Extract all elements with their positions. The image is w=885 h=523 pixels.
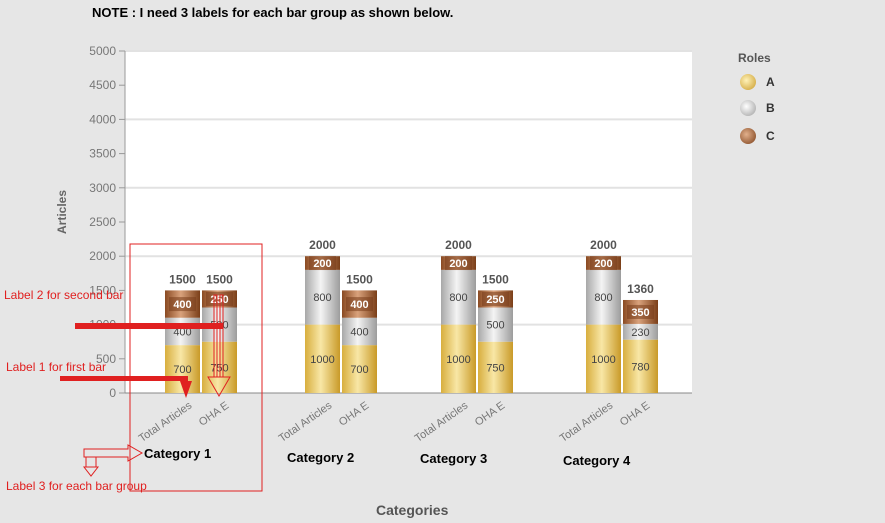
segment-label: 700 [350,364,368,376]
segment-label: 780 [631,361,649,373]
segment-label: 1000 [446,354,470,366]
legend-label-c: C [766,129,775,143]
bar-segment[interactable] [478,307,513,342]
legend-title: Roles [738,51,771,65]
category-label-2: Category 2 [287,450,355,465]
bar-segment[interactable] [441,269,476,325]
y-tick-label: 0 [109,386,116,400]
segment-label-bg [169,297,196,312]
bar-segment[interactable] [305,269,340,325]
arrow-first-bar [60,376,188,381]
bar-label: Total Articles [137,399,195,445]
arrow-group-label [83,444,144,462]
bar-label: Total Articles [277,399,335,445]
segment-label: 800 [594,292,612,304]
segment-label-bg [482,291,509,306]
total-label: 1500 [482,272,509,286]
bar-segment[interactable] [623,339,658,393]
segment-label: 800 [449,292,467,304]
legend-label-a: A [766,75,775,89]
segment-label: 200 [594,258,612,270]
segment-label: 1000 [310,354,334,366]
segment-label: 350 [631,307,649,319]
legend-swatch-a [740,74,756,90]
arrowhead-second-bar [207,376,231,397]
bar-segment[interactable] [586,324,621,393]
y-axis-title: Articles [55,190,69,234]
segment-label: 400 [350,299,368,311]
legend-swatch-c [740,128,756,144]
segment-label: 400 [173,326,191,338]
x-axis-title: Categories [376,502,449,518]
annotation-label-1: Label 1 for first bar [6,360,107,374]
y-tick-label: 1500 [89,283,116,297]
y-tick-label: 500 [96,352,116,366]
legend-swatch-b [740,100,756,116]
bar-segment[interactable] [305,324,340,393]
bar-label: OHA E [473,400,507,429]
segment-label: 400 [350,326,368,338]
y-tick-label: 2500 [89,215,116,229]
legend-item-c[interactable]: C [740,127,775,145]
segment-label-bg [590,256,617,271]
note-text: NOTE : I need 3 labels for each bar grou… [92,5,454,20]
annotation-label-3: Label 3 for each bar group [6,479,147,493]
arrow-second-bar [75,323,223,329]
segment-label-bg [346,297,373,312]
highlight-box [129,243,263,492]
y-tick-label: 5000 [89,44,116,58]
total-label: 1500 [169,272,196,286]
annotation-label-2: Label 2 for second bar [4,288,124,302]
y-tick-label: 2000 [89,249,116,263]
bar-label: Total Articles [558,399,616,445]
total-label: 1360 [627,282,654,296]
total-label: 2000 [445,238,472,252]
y-tick-label: 4500 [89,78,116,92]
y-tick-label: 3500 [89,147,116,161]
segment-label: 750 [486,362,504,374]
bar-label: OHA E [337,400,371,429]
legend-item-b[interactable]: B [740,99,775,117]
bar-label: Total Articles [413,399,471,445]
segment-label: 200 [313,258,331,270]
y-tick-label: 3000 [89,181,116,195]
segment-label: 1000 [591,354,615,366]
segment-label-bg [627,304,654,319]
category-label-3: Category 3 [420,451,488,466]
bar-segment[interactable] [165,317,200,346]
segment-label: 500 [486,320,504,332]
bar-label: OHA E [197,400,231,429]
segment-label: 250 [486,294,504,306]
segment-label-bg [445,256,472,271]
total-label: 1500 [346,272,373,286]
segment-label: 230 [631,327,649,339]
total-label: 1500 [206,272,233,286]
segment-label: 800 [313,292,331,304]
legend-item-a[interactable]: A [740,73,775,91]
bar-segment[interactable] [441,324,476,393]
segment-label: 700 [173,364,191,376]
legend-label-b: B [766,101,775,115]
arrowhead-first-bar [180,381,192,398]
category-label-4: Category 4 [563,453,631,468]
category-label-1: Category 1 [144,446,212,461]
bar-segment[interactable] [342,317,377,346]
segment-label-bg [309,256,336,271]
bar-segment[interactable] [623,323,658,340]
segment-label: 200 [449,258,467,270]
bar-segment[interactable] [586,269,621,325]
total-label: 2000 [309,238,336,252]
bar-label: OHA E [618,400,652,429]
total-label: 2000 [590,238,617,252]
bar-segment[interactable] [342,345,377,393]
y-tick-label: 4000 [89,112,116,126]
segment-label: 400 [173,299,191,311]
bar-segment[interactable] [478,341,513,393]
